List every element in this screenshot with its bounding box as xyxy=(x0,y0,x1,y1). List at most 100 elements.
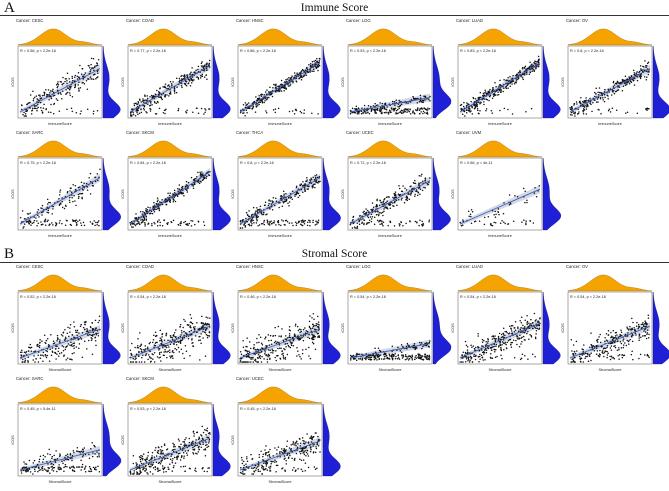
data-point xyxy=(394,104,396,107)
data-point xyxy=(41,465,44,468)
data-point xyxy=(373,358,376,361)
data-point xyxy=(622,340,624,342)
data-point xyxy=(83,224,86,227)
data-point xyxy=(273,220,275,222)
data-point xyxy=(84,465,87,467)
data-point xyxy=(158,349,160,351)
data-point xyxy=(384,357,386,360)
data-point xyxy=(301,221,303,223)
data-point xyxy=(315,220,317,222)
data-point xyxy=(625,112,627,114)
x-axis-label: ImmuneScore xyxy=(488,122,512,126)
data-point xyxy=(303,187,306,189)
data-point xyxy=(287,344,290,347)
data-point xyxy=(256,209,259,211)
data-point xyxy=(516,78,518,81)
data-point xyxy=(277,325,280,328)
data-point xyxy=(364,110,366,113)
data-point xyxy=(309,64,312,67)
data-point xyxy=(239,220,242,223)
data-point xyxy=(398,358,401,360)
data-point xyxy=(393,110,395,112)
data-point xyxy=(181,332,183,334)
data-point xyxy=(492,93,495,96)
data-point xyxy=(281,195,283,198)
data-point xyxy=(504,222,506,225)
data-point xyxy=(199,359,201,361)
data-point xyxy=(91,182,94,184)
data-point xyxy=(294,335,296,337)
data-point xyxy=(414,348,416,351)
data-point xyxy=(135,361,137,363)
data-point xyxy=(246,112,248,114)
data-point xyxy=(463,110,466,113)
data-point xyxy=(91,322,94,324)
data-point xyxy=(155,102,158,104)
data-point xyxy=(24,466,27,469)
data-point xyxy=(536,327,539,330)
data-point xyxy=(361,357,364,359)
data-point xyxy=(393,198,395,200)
data-point xyxy=(427,357,430,360)
data-point xyxy=(301,219,304,222)
data-point xyxy=(417,97,419,100)
data-point xyxy=(581,100,584,103)
data-point xyxy=(310,177,312,179)
data-point xyxy=(168,346,170,348)
data-point xyxy=(138,350,140,353)
data-point xyxy=(134,224,137,227)
data-point xyxy=(187,335,190,337)
data-point xyxy=(52,224,54,226)
data-point xyxy=(97,220,100,222)
data-point xyxy=(171,355,173,358)
data-point xyxy=(482,345,484,348)
data-point xyxy=(505,87,508,90)
data-point xyxy=(415,357,418,359)
data-point xyxy=(366,112,368,114)
data-point xyxy=(306,330,309,333)
data-point xyxy=(271,209,274,211)
data-point xyxy=(428,220,430,223)
fit-line xyxy=(19,449,101,471)
data-point xyxy=(529,324,531,326)
data-point xyxy=(29,101,31,104)
side-density xyxy=(542,157,562,231)
data-point xyxy=(305,329,307,332)
data-point xyxy=(141,213,144,215)
data-point xyxy=(483,92,485,94)
data-point xyxy=(522,335,525,338)
data-point xyxy=(83,340,86,343)
data-point xyxy=(44,219,47,221)
data-point xyxy=(302,328,305,331)
data-point xyxy=(167,350,169,352)
data-point xyxy=(316,315,319,318)
data-point xyxy=(420,107,423,109)
data-point xyxy=(92,112,95,115)
data-point xyxy=(523,326,526,328)
data-point xyxy=(144,225,146,227)
data-point xyxy=(168,194,171,197)
data-point xyxy=(45,107,48,110)
data-point xyxy=(37,222,40,225)
data-point xyxy=(77,76,80,78)
data-point xyxy=(510,324,513,327)
correlation-annotation: R = 0.54, p < 2.2e-16 xyxy=(130,295,166,299)
data-point xyxy=(49,90,52,92)
data-point xyxy=(80,73,83,75)
data-point xyxy=(62,82,65,85)
data-point xyxy=(519,69,521,72)
data-point xyxy=(582,108,585,110)
data-point xyxy=(46,354,49,357)
top-density xyxy=(17,274,103,292)
data-point xyxy=(70,224,73,227)
data-point xyxy=(75,331,77,334)
data-point xyxy=(520,321,523,324)
data-point xyxy=(77,84,79,86)
data-point xyxy=(375,206,378,208)
data-point xyxy=(95,344,97,347)
data-point xyxy=(426,182,428,185)
data-point xyxy=(30,350,33,352)
data-point xyxy=(153,221,155,224)
data-point xyxy=(253,346,255,349)
